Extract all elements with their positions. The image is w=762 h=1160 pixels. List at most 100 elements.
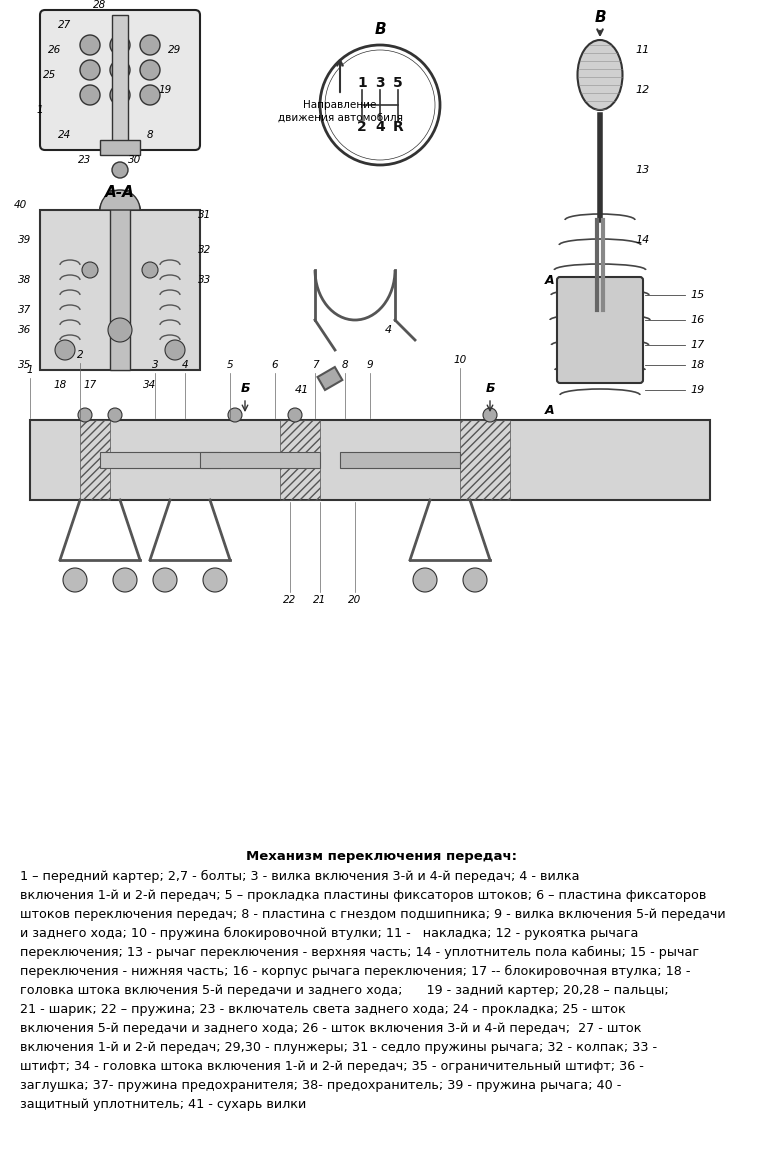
Circle shape xyxy=(110,60,130,80)
Circle shape xyxy=(110,85,130,106)
Text: 5: 5 xyxy=(393,77,403,90)
Circle shape xyxy=(288,408,302,422)
Text: и заднего хода; 10 - пружина блокировочной втулки; 11 -   накладка; 12 - рукоятк: и заднего хода; 10 - пружина блокировочн… xyxy=(20,927,639,940)
Text: 19: 19 xyxy=(690,385,704,396)
Text: 13: 13 xyxy=(635,165,649,175)
Circle shape xyxy=(140,85,160,106)
Text: 1: 1 xyxy=(357,77,367,90)
Text: В: В xyxy=(374,22,386,37)
Text: 31: 31 xyxy=(198,210,212,220)
Bar xyxy=(100,452,220,467)
Text: 17: 17 xyxy=(690,340,704,350)
Text: 21 - шарик; 22 – пружина; 23 - включатель света заднего хода; 24 - прокладка; 25: 21 - шарик; 22 – пружина; 23 - включател… xyxy=(20,1003,626,1016)
Text: 28: 28 xyxy=(94,0,107,10)
Circle shape xyxy=(113,568,137,592)
Bar xyxy=(40,210,200,370)
Text: Направление
движения автомобиля: Направление движения автомобиля xyxy=(277,100,402,123)
Text: Б: Б xyxy=(240,382,250,396)
Bar xyxy=(100,140,140,155)
Circle shape xyxy=(108,408,122,422)
Text: 21: 21 xyxy=(313,595,327,606)
Circle shape xyxy=(55,340,75,360)
Text: 37: 37 xyxy=(18,305,32,316)
Wedge shape xyxy=(100,190,140,210)
Text: переключения - нижняя часть; 16 - корпус рычага переключения; 17 -- блокировочна: переключения - нижняя часть; 16 - корпус… xyxy=(20,965,690,978)
Text: 3: 3 xyxy=(375,77,385,90)
Text: 1: 1 xyxy=(37,106,43,115)
Text: A: A xyxy=(545,274,555,287)
Text: 15: 15 xyxy=(690,290,704,300)
Text: головка штока включения 5-й передачи и заднего хода;      19 - задний картер; 20: головка штока включения 5-й передачи и з… xyxy=(20,984,669,996)
Text: включения 1-й и 2-й передач; 5 – прокладка пластины фиксаторов штоков; 6 – пласт: включения 1-й и 2-й передач; 5 – проклад… xyxy=(20,889,706,902)
Text: 33: 33 xyxy=(198,275,212,285)
Text: 9: 9 xyxy=(367,360,373,370)
Text: Механизм переключения передач:: Механизм переключения передач: xyxy=(245,850,517,863)
Circle shape xyxy=(228,408,242,422)
Text: 26: 26 xyxy=(48,45,62,55)
Text: заглушка; 37- пружина предохранителя; 38- предохранитель; 39 - пружина рычага; 4: заглушка; 37- пружина предохранителя; 38… xyxy=(20,1079,621,1092)
Text: 2: 2 xyxy=(357,119,367,135)
Circle shape xyxy=(142,262,158,278)
Text: 40: 40 xyxy=(14,200,27,210)
Circle shape xyxy=(413,568,437,592)
Text: 4: 4 xyxy=(375,119,385,135)
Text: 29: 29 xyxy=(168,45,181,55)
FancyBboxPatch shape xyxy=(557,277,643,383)
Circle shape xyxy=(78,408,92,422)
Bar xyxy=(112,15,128,145)
Text: 30: 30 xyxy=(128,155,142,165)
Text: включения 1-й и 2-й передач; 29,30 - плунжеры; 31 - седло пружины рычага; 32 - к: включения 1-й и 2-й передач; 29,30 - плу… xyxy=(20,1041,657,1054)
Text: 3: 3 xyxy=(152,360,158,370)
Text: 6: 6 xyxy=(272,360,278,370)
Circle shape xyxy=(80,35,100,55)
Text: 8: 8 xyxy=(147,130,153,140)
Text: 20: 20 xyxy=(348,595,362,606)
Text: 22: 22 xyxy=(283,595,296,606)
FancyBboxPatch shape xyxy=(40,10,200,150)
Text: 8: 8 xyxy=(341,360,348,370)
Text: 27: 27 xyxy=(59,20,72,30)
Circle shape xyxy=(165,340,185,360)
Text: 36: 36 xyxy=(18,325,32,335)
Bar xyxy=(110,190,130,370)
Text: штифт; 34 - головка штока включения 1-й и 2-й передач; 35 - ограничительный штиф: штифт; 34 - головка штока включения 1-й … xyxy=(20,1060,644,1073)
Text: 38: 38 xyxy=(18,275,32,285)
Text: 1 – передний картер; 2,7 - болты; 3 - вилка включения 3-й и 4-й передач; 4 - вил: 1 – передний картер; 2,7 - болты; 3 - ви… xyxy=(20,870,579,883)
Text: 4: 4 xyxy=(385,325,392,335)
Text: Б: Б xyxy=(485,382,495,396)
Text: 39: 39 xyxy=(18,235,32,245)
Bar xyxy=(200,452,320,467)
Circle shape xyxy=(112,162,128,177)
Circle shape xyxy=(463,568,487,592)
Bar xyxy=(30,420,710,500)
Bar xyxy=(80,420,110,500)
Circle shape xyxy=(80,60,100,80)
Circle shape xyxy=(110,35,130,55)
Text: 7: 7 xyxy=(312,360,319,370)
Text: 2: 2 xyxy=(77,350,83,360)
Text: переключения; 13 - рычаг переключения - верхняя часть; 14 - уплотнитель пола каб: переключения; 13 - рычаг переключения - … xyxy=(20,947,699,959)
Bar xyxy=(318,367,342,390)
Text: 41: 41 xyxy=(295,385,309,396)
Circle shape xyxy=(108,318,132,342)
Text: 17: 17 xyxy=(83,380,97,390)
Text: штоков переключения передач; 8 - пластина с гнездом подшипника; 9 - вилка включе: штоков переключения передач; 8 - пластин… xyxy=(20,908,725,921)
Text: 10: 10 xyxy=(453,355,466,365)
Bar xyxy=(460,420,510,500)
Circle shape xyxy=(140,35,160,55)
Text: 5: 5 xyxy=(226,360,233,370)
Text: 12: 12 xyxy=(635,85,649,95)
Text: В: В xyxy=(594,10,606,26)
Text: 18: 18 xyxy=(690,360,704,370)
Circle shape xyxy=(483,408,497,422)
Bar xyxy=(340,452,460,467)
Circle shape xyxy=(140,60,160,80)
Text: А-А: А-А xyxy=(105,184,135,200)
Circle shape xyxy=(63,568,87,592)
Text: 19: 19 xyxy=(158,85,171,95)
Text: 23: 23 xyxy=(78,155,91,165)
Text: 25: 25 xyxy=(43,70,56,80)
Circle shape xyxy=(80,85,100,106)
Text: защитный уплотнитель; 41 - сухарь вилки: защитный уплотнитель; 41 - сухарь вилки xyxy=(20,1099,306,1111)
Text: 34: 34 xyxy=(143,380,157,390)
